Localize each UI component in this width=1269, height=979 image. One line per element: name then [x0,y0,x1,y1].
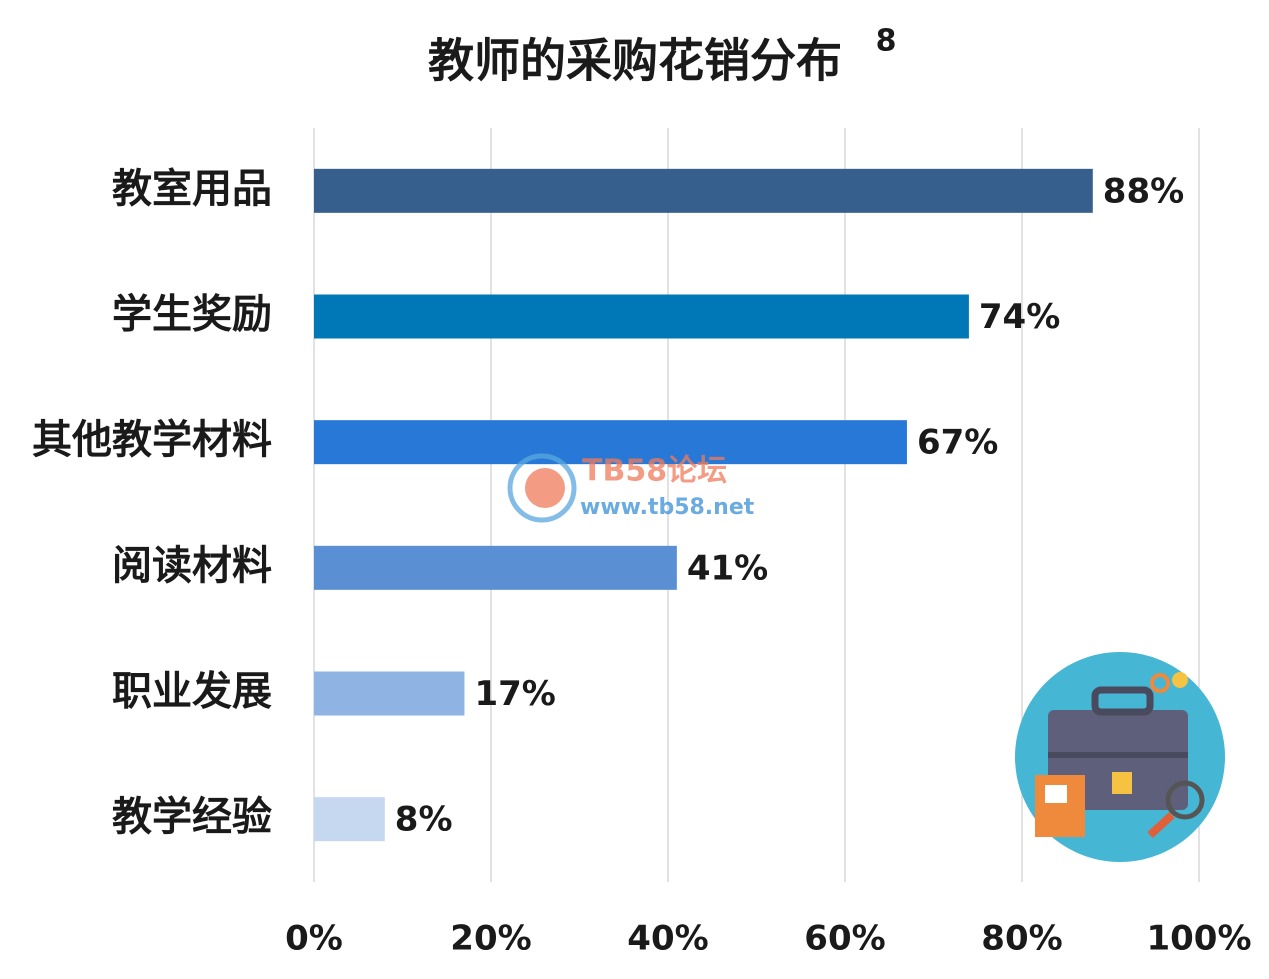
x-tick-label: 80% [981,919,1062,959]
illustration [1015,652,1225,862]
y-tick-label: 职业发展 [112,669,272,715]
watermark-title: TB58论坛 [582,454,727,489]
title-superscript: 8 [876,24,897,59]
bar [314,294,969,339]
x-tick-label: 100% [1146,919,1251,959]
watermark-url: www.tb58.net [580,495,755,520]
x-tick-label: 20% [450,919,531,959]
bar [314,671,465,716]
y-tick-label: 教学经验 [112,794,272,840]
x-tick-label: 0% [285,919,343,959]
data-label: 17% [474,674,555,714]
data-label: 8% [395,800,453,840]
bar [314,797,385,842]
y-tick-label: 阅读材料 [112,543,272,589]
y-tick-label: 学生奖励 [112,292,272,338]
x-tick-label: 40% [627,919,708,959]
bar [314,420,907,465]
bar [314,545,677,590]
data-label: 41% [687,548,768,588]
watermark: TB58论坛 www.tb58.net [507,453,755,523]
y-tick-label: 其他教学材料 [32,417,272,463]
y-tick-label: 教室用品 [112,166,272,212]
data-label: 67% [917,423,998,463]
data-label: 74% [979,297,1060,337]
chart-title: 教师的采购花销分布 [428,34,842,88]
data-label: 88% [1103,171,1184,211]
bar [314,168,1093,213]
x-tick-label: 60% [804,919,885,959]
